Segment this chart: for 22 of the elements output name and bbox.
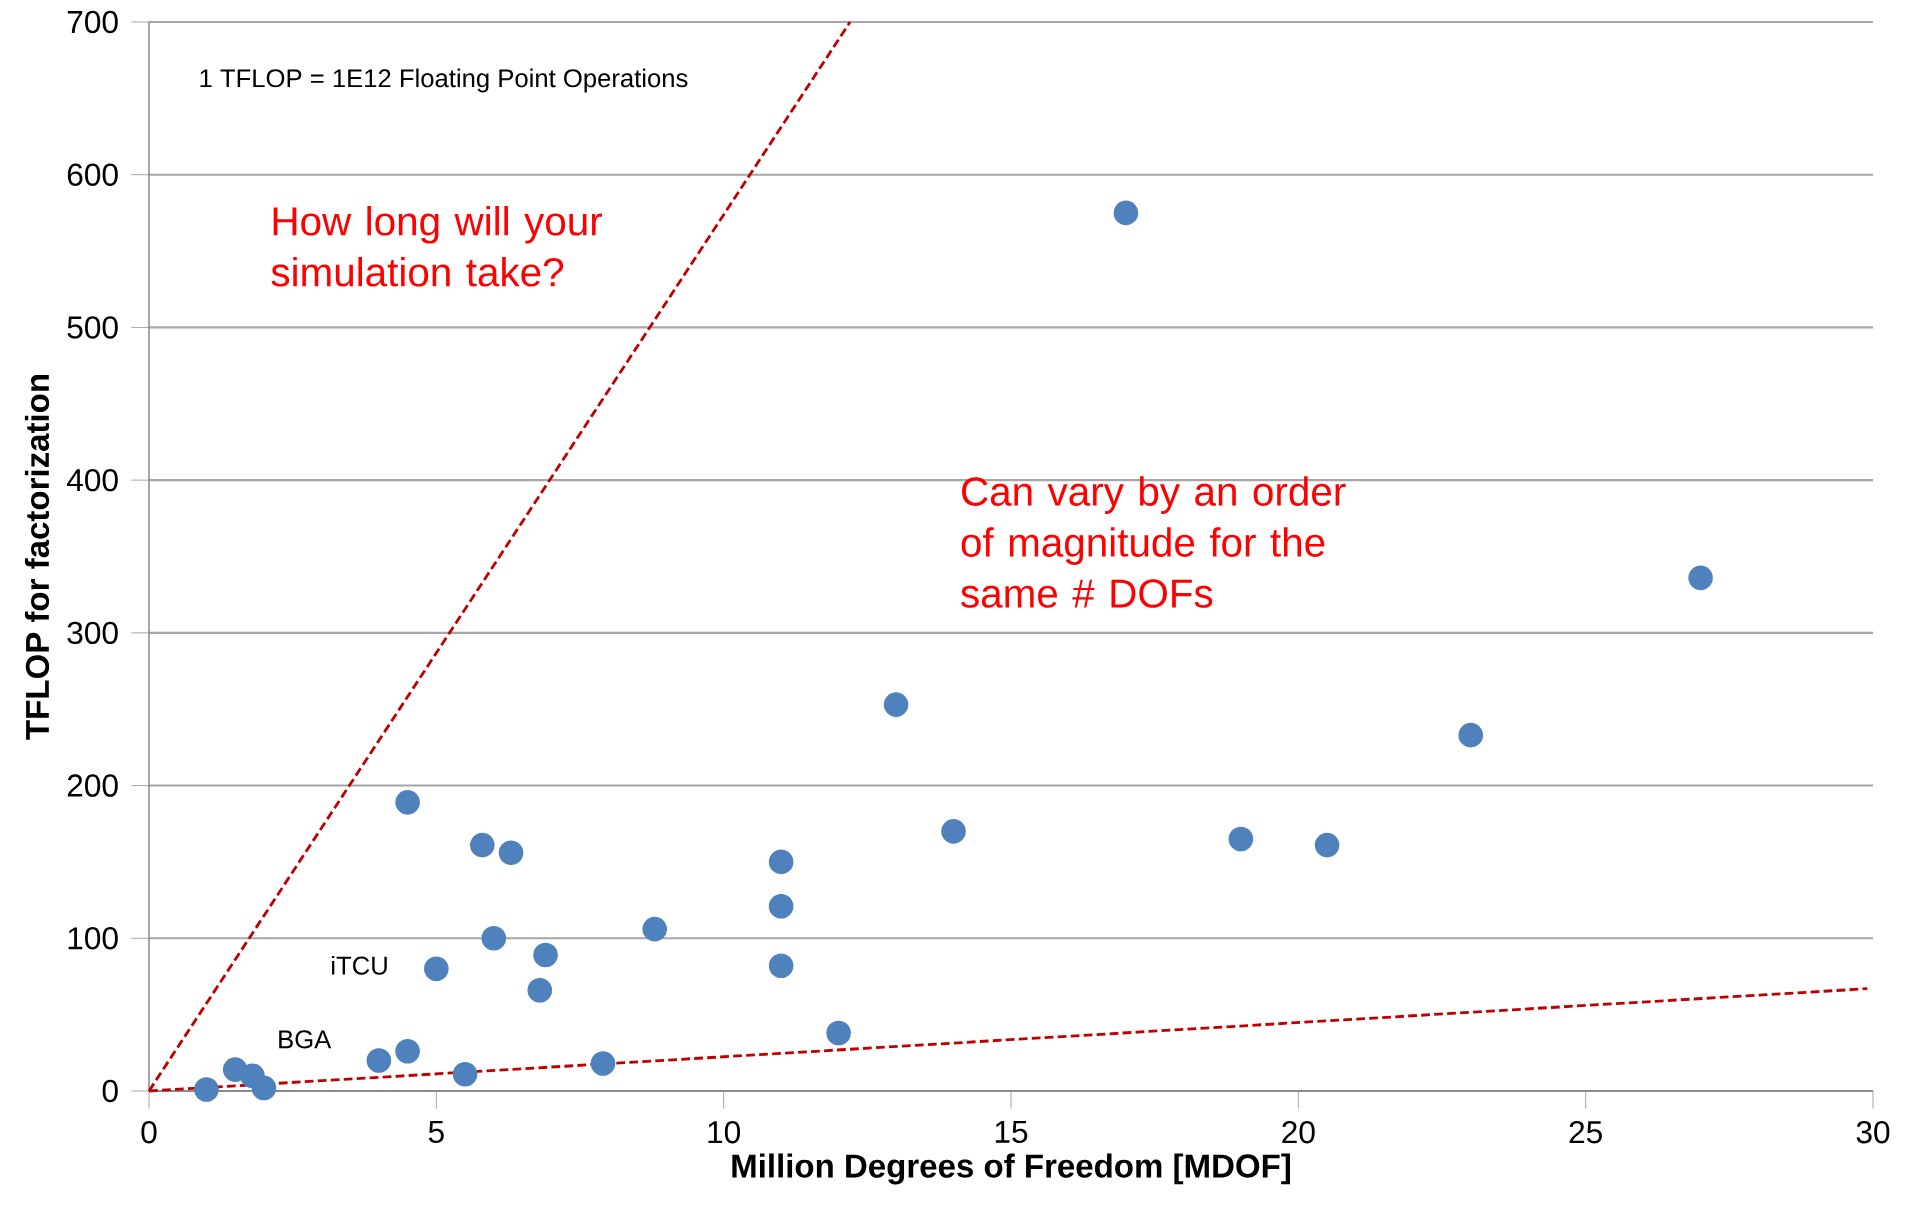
x-tick-label: 30 — [1856, 1120, 1890, 1144]
y-tick-label: 700 — [67, 10, 118, 34]
annotation: Can vary by an order of magnitude for the same # DOFs — [961, 476, 1346, 608]
y-tick-label: 0 — [102, 1079, 118, 1103]
y-tick-label: 400 — [66, 468, 118, 492]
y-tick-label: 300 — [67, 621, 118, 645]
x-axis-title: Million Degrees of Freedom [MDOF] — [732, 1153, 1290, 1185]
annotation: 1 TFLOP = 1E12 Floating Point Operations — [200, 68, 688, 93]
y-tick-label: 500 — [67, 316, 118, 339]
annotation: BGA — [279, 1030, 332, 1049]
y-tick-label: 200 — [67, 774, 118, 797]
x-tick-label: 10 — [708, 1120, 741, 1144]
y-axis-title: TFLOP for factorization — [24, 375, 50, 740]
annotation: iTCU — [332, 955, 387, 975]
x-tick-label: 5 — [428, 1120, 444, 1144]
x-tick-label: 15 — [995, 1120, 1028, 1144]
x-tick-label: 0 — [141, 1120, 157, 1144]
annotation: How long will your simulation take? — [271, 205, 603, 287]
y-tick-label: 600 — [67, 163, 118, 186]
x-tick-label: 25 — [1569, 1120, 1602, 1144]
y-tick-label: 100 — [68, 927, 118, 950]
x-tick-label: 20 — [1282, 1120, 1315, 1144]
